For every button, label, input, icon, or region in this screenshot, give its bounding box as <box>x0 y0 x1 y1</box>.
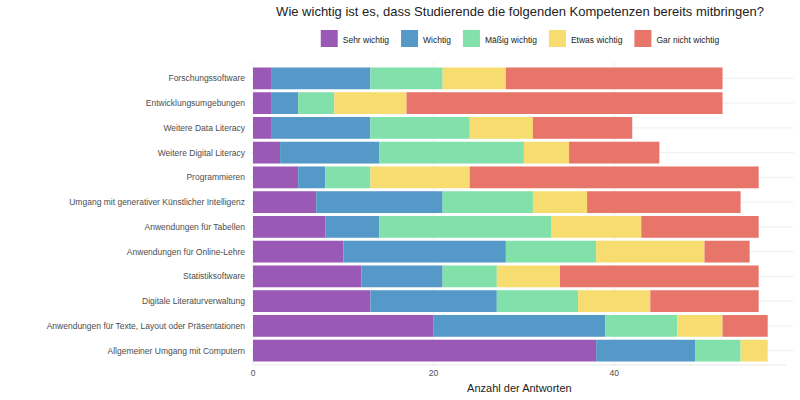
bar-segment <box>379 142 523 164</box>
legend-label: Mäßig wichtig <box>485 35 537 45</box>
bar-segment <box>370 67 442 89</box>
legend-label: Wichtig <box>423 35 451 45</box>
tick-label: 0 <box>251 368 256 378</box>
bar-segment <box>370 166 469 188</box>
bar-segment <box>253 290 370 312</box>
tick-label: 20 <box>429 368 439 378</box>
category-label: Umgang mit generativer Künstlicher Intel… <box>69 197 245 207</box>
chart: Wie wichtig ist es, dass Studierende die… <box>0 0 800 400</box>
bar-segment <box>605 315 677 337</box>
legend-label: Sehr wichtig <box>343 35 390 45</box>
category-label: Anwendungen für Texte, Layout oder Präse… <box>47 321 246 331</box>
legend-item: Mäßig wichtig <box>463 30 537 47</box>
category-label: Anwendungen für Tabellen <box>144 222 245 232</box>
bar-segment <box>705 241 750 263</box>
bar-segment <box>560 265 759 287</box>
bar-segment <box>695 340 740 362</box>
bar-segment <box>253 191 316 213</box>
bar-segment <box>253 142 280 164</box>
bar-segment <box>506 241 596 263</box>
legend-item: Wichtig <box>401 30 451 47</box>
bar-segment <box>587 191 741 213</box>
legend-label: Etwas wichtig <box>571 35 623 45</box>
bar-segment <box>677 315 722 337</box>
bar-segment <box>253 340 596 362</box>
bar-segment <box>325 216 379 238</box>
bar-segment <box>596 340 695 362</box>
bar-segment <box>253 315 434 337</box>
bar-segment <box>569 142 659 164</box>
bar-segment <box>325 166 370 188</box>
bar-segment <box>741 340 768 362</box>
tick-label: 40 <box>609 368 619 378</box>
legend-swatch <box>463 30 480 47</box>
bar-segment <box>641 216 758 238</box>
bar-segment <box>723 315 768 337</box>
bars <box>253 67 768 361</box>
bar-segment <box>767 340 768 362</box>
axis-title: Anzahl der Antworten <box>467 382 572 394</box>
bar-segment <box>253 166 298 188</box>
bar-segment <box>298 166 325 188</box>
category-label: Forschungssoftware <box>168 73 245 83</box>
bar-segment <box>443 191 533 213</box>
legend: Sehr wichtig Wichtig Mäßig wichtig Etwas wi… <box>321 30 720 47</box>
bar-segment <box>506 67 723 89</box>
axis-line <box>253 365 786 366</box>
bar-segment <box>443 265 497 287</box>
bar-segment <box>533 117 632 139</box>
bar-segment <box>343 241 506 263</box>
legend-item: Sehr wichtig <box>321 30 390 47</box>
bar-segment <box>280 142 379 164</box>
bar-segment <box>316 191 442 213</box>
category-label: Entwicklungsumgebungen <box>146 98 246 108</box>
category-label: Programmieren <box>186 172 245 182</box>
bar-segment <box>253 216 325 238</box>
bar-segment <box>370 117 469 139</box>
bar-segment <box>271 67 370 89</box>
bar-segment <box>370 290 496 312</box>
legend-swatch <box>321 30 338 47</box>
bar-segment <box>650 290 758 312</box>
bar-segment <box>470 117 533 139</box>
legend-item: Gar nicht wichtig <box>634 30 719 47</box>
bar-segment <box>434 315 606 337</box>
bar-segment <box>524 142 569 164</box>
bar-segment <box>298 92 334 114</box>
bar-segment <box>578 290 650 312</box>
category-label: Digitale Literaturverwaltung <box>142 296 245 306</box>
bar-segment <box>533 191 587 213</box>
title: Wie wichtig ist es, dass Studierende die… <box>276 4 764 19</box>
bar-segment <box>551 216 641 238</box>
bar-segment <box>334 92 406 114</box>
bar-segment <box>253 92 271 114</box>
legend-swatch <box>634 30 651 47</box>
bar-segment <box>443 67 506 89</box>
bar-segment <box>497 265 560 287</box>
bar-segment <box>253 265 361 287</box>
bar-segment <box>497 290 578 312</box>
bar-segment <box>253 117 271 139</box>
bar-segment <box>361 265 442 287</box>
bar-segment <box>253 67 271 89</box>
bar-segment <box>596 241 704 263</box>
category-label: Weitere Data Literacy <box>163 123 245 133</box>
bar-segment <box>407 92 723 114</box>
category-label: Anwendungen für Online-Lehre <box>127 247 245 257</box>
legend-item: Etwas wichtig <box>549 30 623 47</box>
legend-swatch <box>401 30 418 47</box>
legend-swatch <box>549 30 566 47</box>
legend-label: Gar nicht wichtig <box>656 35 719 45</box>
bar-segment <box>253 241 343 263</box>
category-label: Allgemeiner Umgang mit Computern <box>108 346 246 356</box>
bar-segment <box>470 166 759 188</box>
bar-segment <box>271 117 370 139</box>
category-label: Weitere Digital Literacy <box>158 148 246 158</box>
bar-segment <box>379 216 551 238</box>
grid <box>250 62 794 365</box>
bar-segment <box>271 92 298 114</box>
category-label: Statistiksoftware <box>183 271 245 281</box>
